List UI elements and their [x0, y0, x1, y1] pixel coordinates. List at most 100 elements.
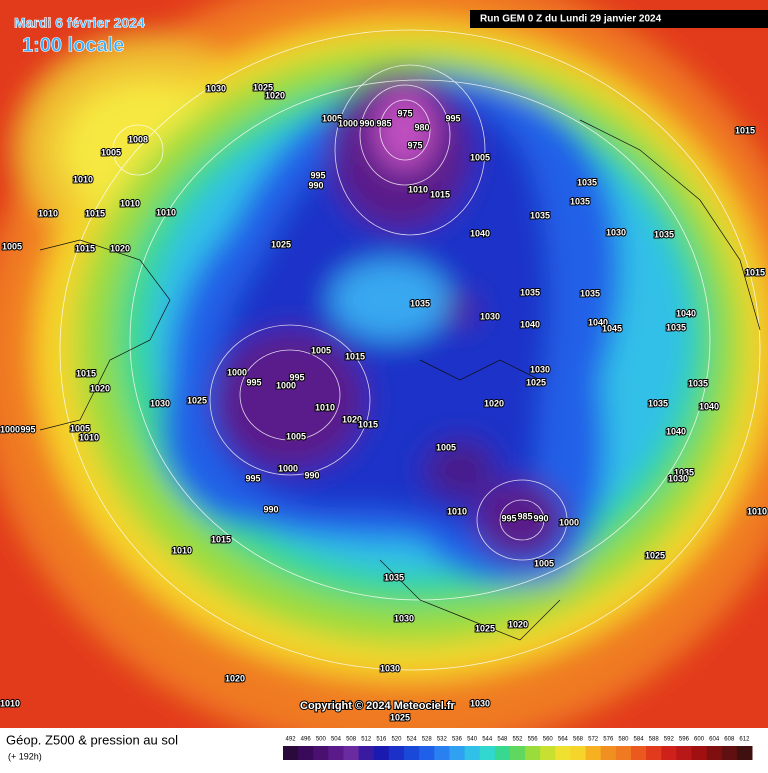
isobar-label: 1020 — [484, 398, 504, 408]
isobar-label: 990 — [533, 513, 548, 523]
coastlines — [39, 119, 761, 641]
colorbar-swatch — [388, 746, 405, 760]
isobar-label: 1005 — [470, 152, 490, 162]
isobar-label: 1010 — [315, 402, 335, 412]
isobar-label: 990 — [304, 470, 319, 480]
isobar-label: 1035 — [654, 229, 674, 239]
isobar-label: 1045 — [602, 323, 622, 333]
isobar-label: 1010 — [156, 207, 176, 217]
colorbar-label: 556 — [528, 737, 539, 743]
isobar-label: 1000 — [338, 118, 358, 128]
colorbar-swatch — [404, 746, 420, 760]
colorbar-label: 552 — [512, 737, 523, 743]
colorbar-swatch — [676, 746, 692, 760]
isobar-label: 1020 — [342, 414, 362, 424]
colorbar-label: 536 — [452, 737, 463, 743]
isobar-label: 1025 — [475, 623, 495, 633]
isobar-label: 1005 — [70, 423, 90, 433]
isobar-label: 1005 — [436, 442, 456, 452]
colorbar-label: 584 — [634, 737, 645, 743]
isobar-label: 995 — [289, 372, 304, 382]
isobar-label: 1040 — [666, 426, 686, 436]
isobar-label: 1030 — [668, 473, 688, 483]
run-banner — [470, 10, 768, 28]
isobar-label: 1035 — [520, 287, 540, 297]
colorbar-swatch — [540, 746, 556, 760]
footer-lead: (+ 192h) — [8, 751, 42, 761]
isobar-label: 1030 — [150, 398, 170, 408]
colorbar-swatch — [449, 746, 466, 760]
colorbar-label: 600 — [694, 737, 705, 743]
isobar-label: 1010 — [73, 174, 93, 184]
colorbar-label: 508 — [346, 737, 357, 743]
isobar-label: 1030 — [394, 613, 414, 623]
colorbar-swatch — [494, 746, 511, 760]
colorbar-swatch — [706, 746, 723, 760]
colorbar: 492 496 500 504 508 512 516 520 524 528 532 536 540 5… — [283, 737, 753, 760]
isobar-label: 1010 — [408, 184, 428, 194]
colorbar-label: 532 — [437, 737, 448, 743]
colorbar-swatch — [585, 746, 602, 760]
colorbar-label: 560 — [543, 737, 554, 743]
isobar-label: 1020 — [90, 383, 110, 393]
colorbar-label: 512 — [361, 737, 372, 743]
isobar-label: 995 — [445, 113, 460, 123]
colorbar-swatch — [313, 746, 329, 760]
isobar-label: 1030 — [480, 311, 500, 321]
colorbar-swatch — [434, 746, 450, 760]
run-info: Run GEM 0 Z du Lundi 29 janvier 2024 — [480, 14, 662, 25]
isobar-label: 1005 — [311, 345, 331, 355]
colorbar-swatch — [283, 746, 299, 760]
isobar-label: 1010 — [172, 545, 192, 555]
colorbar-swatch — [661, 746, 677, 760]
isobar-label: 1030 — [606, 227, 626, 237]
isobar-label: 1025 — [526, 377, 546, 387]
colorbar-swatch — [691, 746, 708, 760]
isobar-label: 1020 — [265, 90, 285, 100]
colorbar-label: 608 — [724, 737, 735, 743]
colorbar-label: 500 — [316, 737, 327, 743]
colorbar-label: 544 — [482, 737, 493, 743]
isobar-label: 975 — [407, 140, 422, 150]
isobar-label: 1035 — [570, 196, 590, 206]
colorbar-swatch — [509, 746, 526, 760]
isolines — [59, 29, 761, 671]
isobar-label: 1035 — [577, 177, 597, 187]
isobar-label: 1000 — [278, 463, 298, 473]
isobar-label: 1035 — [674, 467, 694, 477]
colorbar-label: 504 — [331, 737, 342, 743]
colorbar-label: 564 — [558, 737, 569, 743]
isobar-label: 995 — [501, 513, 516, 523]
colorbar-swatch — [630, 746, 647, 760]
isobar-label: 1015 — [430, 189, 450, 199]
isobar-label: 995 — [245, 473, 260, 483]
colorbar-swatch — [373, 746, 390, 760]
colorbar-swatch — [419, 746, 435, 760]
isobar-label: 1015 — [75, 243, 95, 253]
isobar-label: 1005 — [322, 113, 342, 123]
colorbar-label: 528 — [422, 737, 433, 743]
isobar-label: 1035 — [410, 298, 430, 308]
isobar-label: 1000 — [0, 424, 20, 434]
isobar-label: 1008 — [128, 134, 148, 144]
isobar-label: 1040 — [676, 308, 696, 318]
colorbar-swatch — [343, 746, 360, 760]
colorbar-swatch — [721, 746, 738, 760]
forecast-date: Mardi 6 février 2024 — [14, 15, 145, 31]
isobar-label: 1010 — [79, 432, 99, 442]
isobar-label: 1035 — [688, 378, 708, 388]
colorbar-swatch — [479, 746, 496, 760]
colorbar-label: 572 — [588, 737, 599, 743]
isobar-label: 980 — [414, 122, 429, 132]
isobar-label: 990 — [263, 504, 278, 514]
isobar-label: 1025 — [390, 712, 410, 722]
isobar-label: 995 — [20, 424, 35, 434]
isobar-label: 1015 — [345, 351, 365, 361]
isobar-label: 1015 — [211, 534, 231, 544]
isobar-label: 995 — [310, 170, 325, 180]
colorbar-label: 568 — [573, 737, 584, 743]
isobar-label: 985 — [517, 511, 532, 521]
colorbar-swatch — [358, 746, 375, 760]
